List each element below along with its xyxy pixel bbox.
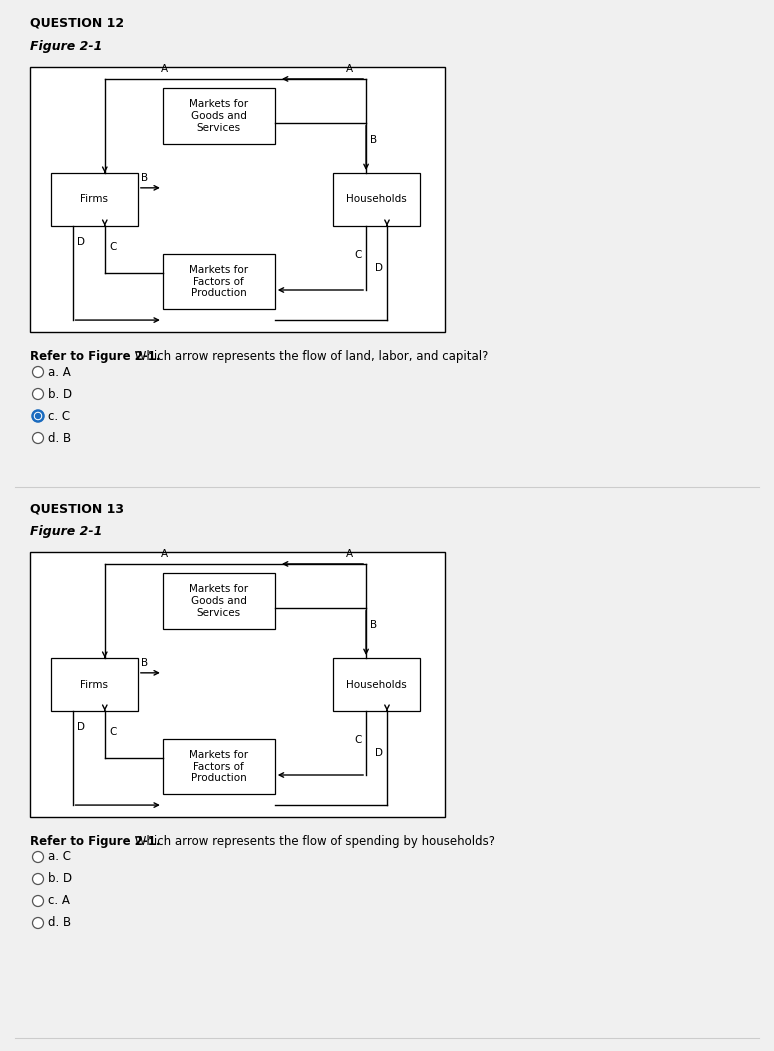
Text: A: A xyxy=(161,550,168,559)
Circle shape xyxy=(33,433,43,444)
Bar xyxy=(30,67,445,332)
Text: Households: Households xyxy=(346,680,407,689)
Text: A: A xyxy=(346,64,353,75)
Text: C: C xyxy=(354,735,362,745)
Text: Which arrow represents the flow of spending by households?: Which arrow represents the flow of spend… xyxy=(131,834,495,848)
Text: D: D xyxy=(375,264,383,273)
Text: Markets for
Factors of
Production: Markets for Factors of Production xyxy=(190,265,248,298)
Text: d. B: d. B xyxy=(48,432,71,445)
Text: Markets for
Factors of
Production: Markets for Factors of Production xyxy=(190,750,248,783)
Text: c. A: c. A xyxy=(48,894,70,907)
Text: Firms: Firms xyxy=(80,680,108,689)
Bar xyxy=(51,658,138,710)
Text: B: B xyxy=(142,173,149,183)
Bar xyxy=(51,173,138,226)
Text: a. C: a. C xyxy=(48,850,71,864)
Text: B: B xyxy=(370,136,378,145)
Circle shape xyxy=(33,918,43,928)
Bar xyxy=(163,739,275,795)
Bar xyxy=(333,173,420,226)
Circle shape xyxy=(33,367,43,377)
Text: QUESTION 13: QUESTION 13 xyxy=(30,502,124,515)
Text: b. D: b. D xyxy=(48,388,72,400)
Text: Figure 2-1: Figure 2-1 xyxy=(30,40,102,53)
Text: D: D xyxy=(77,722,84,731)
Text: d. B: d. B xyxy=(48,916,71,929)
Text: B: B xyxy=(142,658,149,668)
Text: C: C xyxy=(354,250,362,260)
Text: C: C xyxy=(109,243,116,252)
Text: QUESTION 12: QUESTION 12 xyxy=(30,17,124,30)
Bar xyxy=(333,658,420,710)
Circle shape xyxy=(33,411,43,421)
Bar xyxy=(163,254,275,309)
Text: b. D: b. D xyxy=(48,872,72,886)
Text: Which arrow represents the flow of land, labor, and capital?: Which arrow represents the flow of land,… xyxy=(131,350,488,363)
Text: c. C: c. C xyxy=(48,410,70,423)
Text: Households: Households xyxy=(346,194,407,205)
Text: D: D xyxy=(375,748,383,759)
Text: C: C xyxy=(109,727,116,738)
Text: A: A xyxy=(346,550,353,559)
Text: Markets for
Goods and
Services: Markets for Goods and Services xyxy=(190,584,248,618)
Text: a. A: a. A xyxy=(48,366,70,378)
Circle shape xyxy=(33,873,43,885)
Circle shape xyxy=(33,411,43,421)
Circle shape xyxy=(33,895,43,907)
Text: Markets for
Goods and
Services: Markets for Goods and Services xyxy=(190,100,248,132)
Text: Firms: Firms xyxy=(80,194,108,205)
Text: A: A xyxy=(161,64,168,75)
Bar xyxy=(30,552,445,817)
Text: Figure 2-1: Figure 2-1 xyxy=(30,526,102,538)
Text: D: D xyxy=(77,236,84,247)
Bar xyxy=(163,88,275,144)
Text: Refer to Figure 2-1.: Refer to Figure 2-1. xyxy=(30,834,160,848)
Circle shape xyxy=(36,413,40,418)
Bar xyxy=(163,573,275,628)
Text: Refer to Figure 2-1.: Refer to Figure 2-1. xyxy=(30,350,160,363)
Circle shape xyxy=(33,851,43,863)
Circle shape xyxy=(33,389,43,399)
Text: B: B xyxy=(370,620,378,631)
